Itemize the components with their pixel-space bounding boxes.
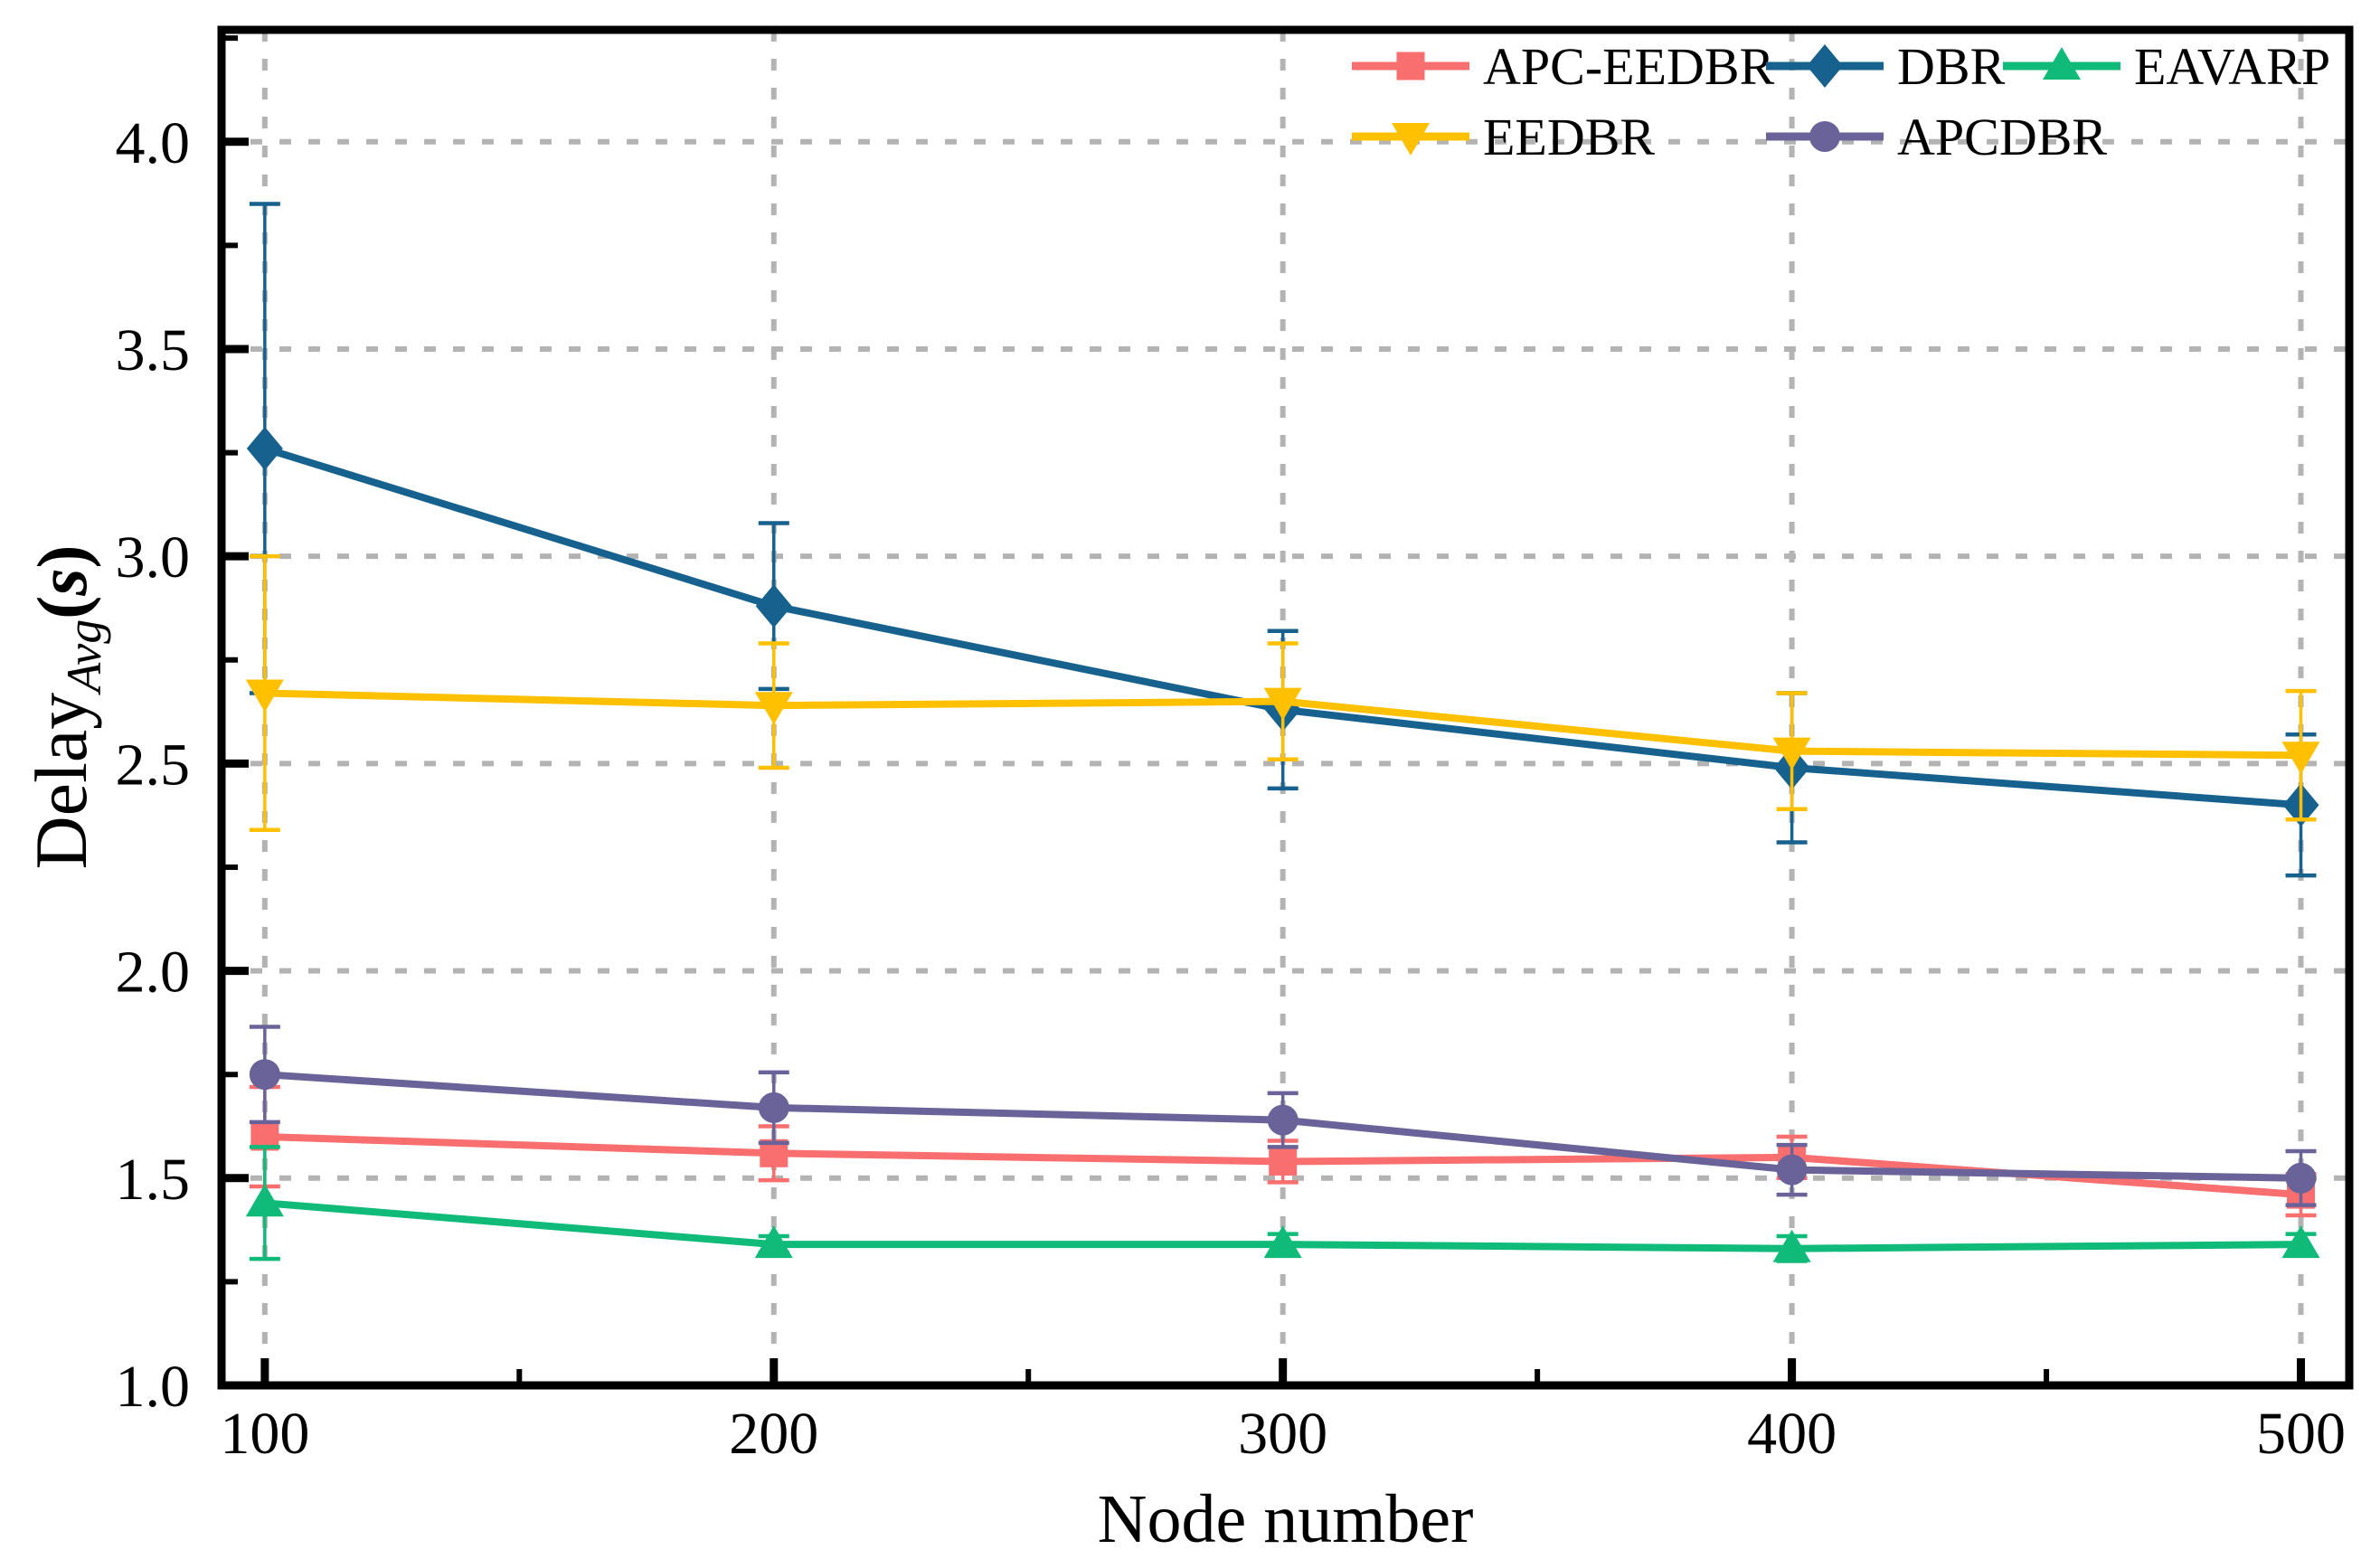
y-tick-label: 4.0 xyxy=(116,110,191,176)
y-tick-label: 1.0 xyxy=(116,1354,191,1420)
legend-label: EEDBR xyxy=(1483,108,1655,166)
legend-item-EAVARP: EAVARP xyxy=(2003,37,2330,96)
square-marker xyxy=(1269,1147,1298,1176)
triangle-down-marker xyxy=(1263,687,1302,721)
circle-marker xyxy=(758,1091,789,1123)
triangle-up-marker xyxy=(754,1225,793,1259)
y-axis-title-unit-open: ( xyxy=(23,596,101,619)
triangle-up-marker xyxy=(2281,1225,2320,1259)
x-tick-label: 100 xyxy=(220,1401,309,1467)
x-axis-title: Node number xyxy=(1098,1481,1474,1557)
triangle-down-marker xyxy=(2281,742,2320,775)
y-tick-label: 3.0 xyxy=(116,524,191,591)
square-marker xyxy=(1396,52,1425,80)
y-tick-label: 2.5 xyxy=(116,732,191,798)
triangle-down-marker xyxy=(1392,123,1430,156)
legend-item-APC-EEDBR: APC-EEDBR xyxy=(1352,37,1775,96)
y-axis-title-main: Delay xyxy=(20,693,102,870)
diamond-marker xyxy=(755,584,792,628)
series-DBR xyxy=(246,202,2319,878)
legend: APC-EEDBR DBR EAVARP EEDBR APCDBR xyxy=(1352,37,2330,166)
y-tick-label: 3.5 xyxy=(116,317,191,383)
circle-marker xyxy=(1809,121,1840,152)
series-EEDBR xyxy=(245,553,2320,832)
triangle-up-marker xyxy=(1772,1229,1811,1262)
triangle-up-marker xyxy=(2043,47,2081,80)
triangle-down-marker xyxy=(1772,737,1811,770)
triangle-down-marker xyxy=(245,679,284,713)
triangle-up-marker xyxy=(245,1184,284,1217)
y-tick-label: 2.0 xyxy=(116,940,191,1006)
x-tick-label: 500 xyxy=(2256,1401,2346,1467)
y-tick-label: 1.5 xyxy=(116,1147,191,1213)
legend-label: DBR xyxy=(1897,37,2006,96)
x-tick-label: 400 xyxy=(1747,1401,1837,1467)
axis-frame-group: 1.0 1.5 2.0 2.5 3.0 3.5 4.0 100 200 300 400 500 xyxy=(116,25,2354,1467)
diamond-marker xyxy=(1807,44,1843,88)
y-axis-title: DelayAvg(s) xyxy=(20,544,111,869)
legend-label: APC-EEDBR xyxy=(1483,37,1775,96)
circle-marker xyxy=(1776,1154,1808,1186)
circle-marker xyxy=(2285,1162,2317,1194)
series-APCDBR xyxy=(249,1025,2317,1207)
triangle-up-marker xyxy=(1263,1225,1302,1259)
triangle-down-marker xyxy=(754,692,793,725)
circle-marker xyxy=(249,1059,280,1091)
legend-label: APCDBR xyxy=(1897,108,2107,166)
y-axis-title-unit: s xyxy=(23,568,101,596)
y-axis-title-subscript: Avg xyxy=(57,619,111,695)
legend-item-APCDBR: APCDBR xyxy=(1766,108,2107,166)
legend-item-EEDBR: EEDBR xyxy=(1352,108,1655,166)
x-tick-label: 200 xyxy=(729,1401,818,1467)
y-axis-title-unit-close: ) xyxy=(23,544,101,568)
axis-ticks xyxy=(222,35,2306,1390)
x-tick-label: 300 xyxy=(1238,1401,1327,1467)
circle-marker xyxy=(1267,1104,1299,1136)
legend-label: EAVARP xyxy=(2134,37,2330,96)
series-EAVARP xyxy=(245,1145,2320,1263)
legend-item-DBR: DBR xyxy=(1766,37,2006,96)
diamond-marker xyxy=(246,426,283,470)
